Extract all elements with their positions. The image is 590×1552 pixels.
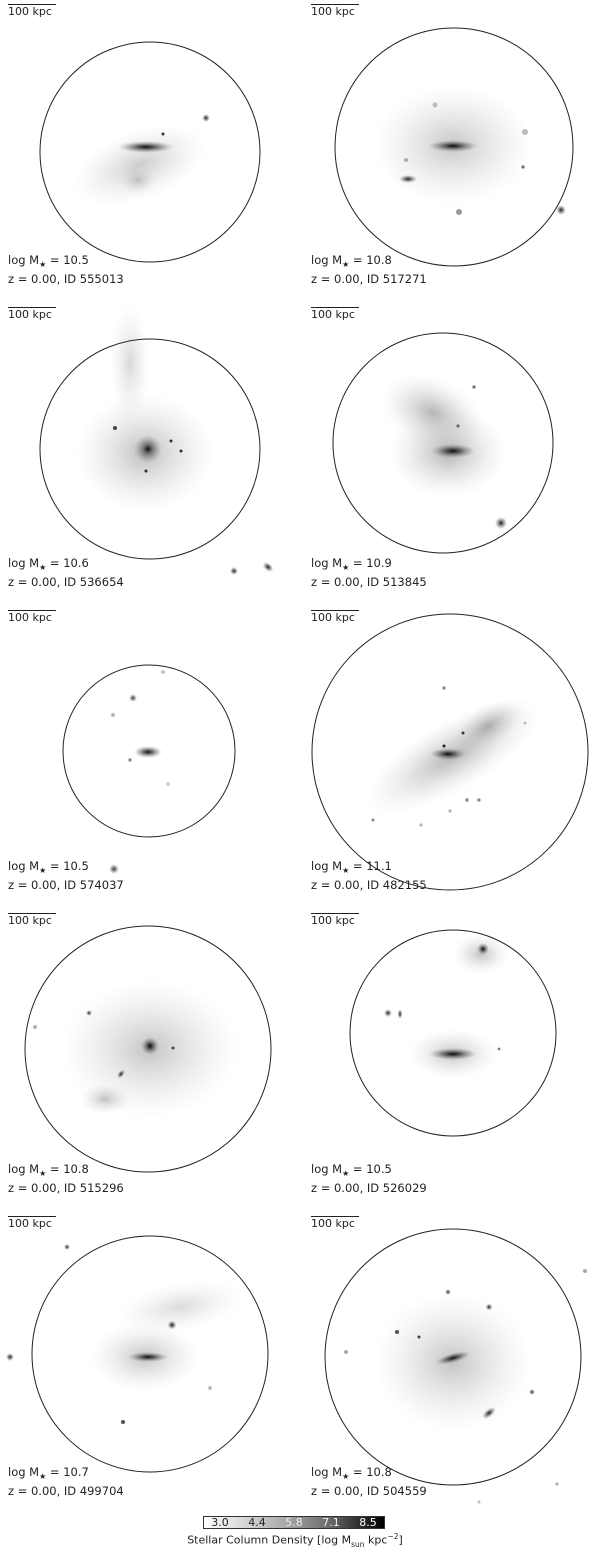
redshift-id-label: z = 0.00, ID 499704	[8, 1484, 124, 1498]
redshift-id-label: z = 0.00, ID 517271	[311, 272, 427, 286]
redshift-id-label: z = 0.00, ID 555013	[8, 272, 124, 286]
galaxy-panel-9: 100 kpc log M★ = 10.7 z = 0.00, ID 49970…	[0, 1212, 295, 1512]
redshift-id-label: z = 0.00, ID 482155	[311, 878, 427, 892]
scale-bar	[311, 610, 359, 611]
stellar-mass-label: log M★ = 10.8	[8, 1162, 89, 1178]
colorbar-label: Stellar Column Density [log Msun kpc−2]	[187, 1532, 403, 1549]
stellar-mass-label: log M★ = 10.9	[311, 556, 392, 572]
galaxy-image-10	[324, 1228, 587, 1504]
redshift-id-label: z = 0.00, ID 504559	[311, 1484, 427, 1498]
galaxy-panel-3: 100 kpc log M★ = 10.6 z = 0.00, ID 53665…	[0, 303, 295, 603]
colorbar-tick: 8.5	[359, 1516, 377, 1529]
galaxy-panel-10: 100 kpc log M★ = 10.8 z = 0.00, ID 50455…	[303, 1212, 590, 1512]
stellar-mass-label: log M★ = 10.8	[311, 1465, 392, 1481]
scale-bar	[8, 913, 56, 914]
scale-label: 100 kpc	[311, 1217, 355, 1230]
galaxy-image-5	[62, 664, 236, 874]
scale-label: 100 kpc	[8, 611, 52, 624]
galaxy-image-4	[332, 332, 554, 554]
stellar-mass-label: log M★ = 11.1	[311, 859, 392, 875]
scale-bar	[311, 4, 359, 5]
redshift-id-label: z = 0.00, ID 526029	[311, 1181, 427, 1195]
redshift-id-label: z = 0.00, ID 515296	[8, 1181, 124, 1195]
colorbar-tick: 3.0	[211, 1516, 229, 1529]
scale-bar	[8, 1216, 56, 1217]
galaxy-image-2	[334, 27, 574, 267]
colorbar: 3.0 4.4 5.8 7.1 8.5	[203, 1516, 385, 1529]
galaxy-panel-2: 100 kpc log M★ = 10.8 z = 0.00, ID 51727…	[303, 0, 590, 300]
stellar-mass-label: log M★ = 10.7	[8, 1465, 89, 1481]
galaxy-panel-5: 100 kpc log M★ = 10.5 z = 0.00, ID 57403…	[0, 606, 295, 906]
galaxy-image-7	[24, 925, 272, 1173]
scale-bar	[311, 913, 359, 914]
galaxy-image-1	[39, 41, 261, 263]
galaxy-image-9	[6, 1235, 269, 1473]
scale-label: 100 kpc	[8, 1217, 52, 1230]
scale-label: 100 kpc	[8, 5, 52, 18]
galaxy-image-8	[349, 929, 557, 1137]
scale-bar	[311, 1216, 359, 1217]
scale-label: 100 kpc	[311, 5, 355, 18]
galaxy-panel-1: 100 kpc log M★ = 10.5 z = 0.00, ID 55501…	[0, 0, 295, 300]
stellar-mass-label: log M★ = 10.5	[8, 859, 89, 875]
scale-label: 100 kpc	[8, 308, 52, 321]
colorbar-tick: 4.4	[248, 1516, 266, 1529]
stellar-mass-label: log M★ = 10.8	[311, 253, 392, 269]
scale-label: 100 kpc	[8, 914, 52, 927]
scale-bar	[8, 4, 56, 5]
scale-bar	[8, 610, 56, 611]
galaxy-panel-4: 100 kpc log M★ = 10.9 z = 0.00, ID 51384…	[303, 303, 590, 603]
scale-bar	[8, 307, 56, 308]
scale-label: 100 kpc	[311, 308, 355, 321]
galaxy-panel-8: 100 kpc log M★ = 10.5 z = 0.00, ID 52602…	[303, 909, 590, 1209]
galaxy-image-6	[311, 613, 589, 891]
scale-label: 100 kpc	[311, 611, 355, 624]
redshift-id-label: z = 0.00, ID 513845	[311, 575, 427, 589]
scale-bar	[311, 307, 359, 308]
stellar-mass-label: log M★ = 10.5	[8, 253, 89, 269]
redshift-id-label: z = 0.00, ID 536654	[8, 575, 124, 589]
galaxy-image-3	[39, 303, 274, 575]
galaxy-panel-7: 100 kpc log M★ = 10.8 z = 0.00, ID 51529…	[0, 909, 295, 1209]
scale-label: 100 kpc	[311, 914, 355, 927]
stellar-mass-label: log M★ = 10.5	[311, 1162, 392, 1178]
redshift-id-label: z = 0.00, ID 574037	[8, 878, 124, 892]
stellar-mass-label: log M★ = 10.6	[8, 556, 89, 572]
galaxy-panel-6: 100 kpc log M★ = 11.1 z = 0.00, ID 48215…	[303, 606, 590, 906]
colorbar-tick: 5.8	[285, 1516, 303, 1529]
colorbar-tick: 7.1	[322, 1516, 340, 1529]
